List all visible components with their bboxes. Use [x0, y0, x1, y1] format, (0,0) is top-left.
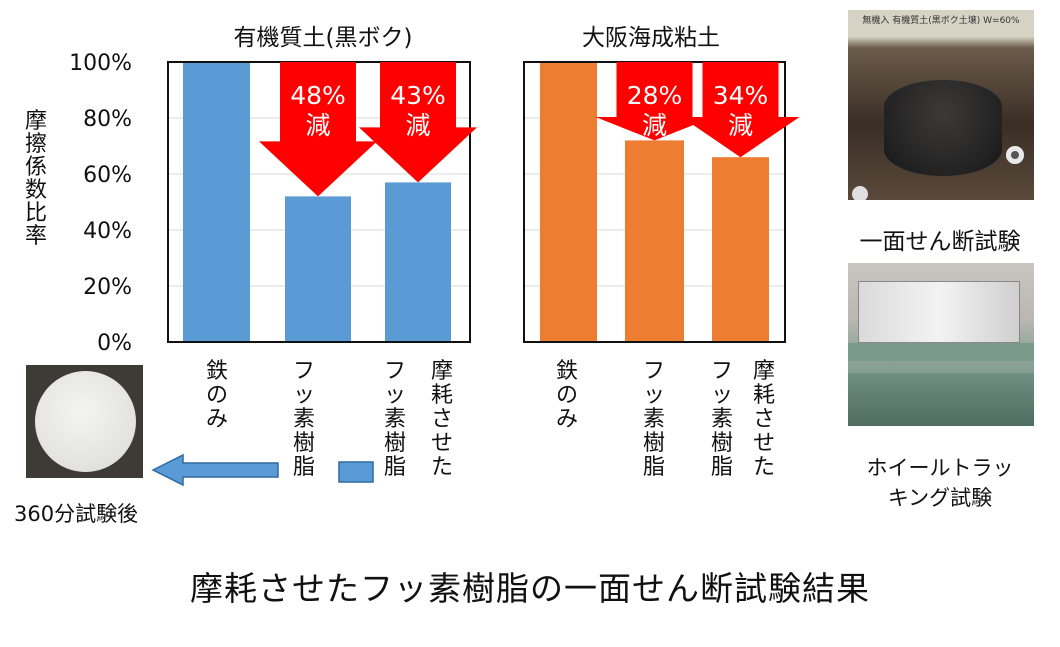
wheel-tracking-photo [848, 263, 1034, 426]
specimen-caption: 360分試験後 [14, 502, 139, 526]
y-tick-label: 80% [83, 107, 132, 132]
y-tick-label: 0% [97, 331, 132, 356]
reduction-percent: 28% [627, 81, 683, 110]
reduction-label: 減 [405, 111, 430, 140]
chart-title: 有機質土(黒ボク) [234, 25, 413, 51]
bar [540, 62, 597, 342]
shear-sample-cylinder [884, 80, 1002, 176]
category-label-worn: 摩耗させた [752, 359, 775, 480]
shear-photo-text: 無機入 有機質土(黒ボク土壌) W=60% [862, 16, 1020, 26]
category-label-fluororesin: フッ素樹脂 [292, 359, 315, 480]
reduction-percent: 34% [713, 81, 769, 110]
category-label-fluororesin: フッ素樹脂 [642, 359, 665, 480]
y-tick-label: 60% [83, 163, 132, 188]
shear-test-photo: 無機入 有機質土(黒ボク土壌) W=60% [848, 10, 1034, 200]
bar [385, 182, 451, 342]
category-label-fluororesin: フッ素樹脂 [383, 359, 406, 480]
reduction-label: 減 [642, 111, 667, 140]
reduction-percent: 48% [290, 81, 346, 110]
category-label-iron-only: 鉄のみ [205, 359, 228, 432]
y-tick-label: 40% [83, 219, 132, 244]
wheel-machine-base [848, 373, 1034, 426]
reduction-arrow [259, 62, 377, 197]
reduction-arrow [359, 62, 477, 183]
shear-washer [1006, 146, 1024, 164]
y-tick-label: 100% [69, 51, 132, 76]
y-tick-label: 20% [83, 275, 132, 300]
main-title: 摩耗させたフッ素樹脂の一面せん断試験結果 [190, 569, 870, 608]
category-label-iron-only: 鉄のみ [555, 359, 578, 432]
shear-test-caption: 一面せん断試験 [859, 229, 1021, 255]
category-label-worn: 摩耗させた [430, 359, 453, 480]
specimen-photo [26, 365, 143, 478]
bar [285, 196, 351, 342]
y-axis-label: 摩擦係数比率 [24, 109, 47, 249]
reduction-label: 減 [305, 111, 330, 140]
reduction-label: 減 [728, 111, 753, 140]
blue-marker [338, 461, 374, 483]
bar [625, 140, 684, 342]
category-label-fluororesin: フッ素樹脂 [710, 359, 733, 480]
pointer-arrow [151, 453, 279, 487]
reduction-arrow [681, 62, 800, 158]
wheel-machine-frame [858, 281, 1020, 343]
wheel-tracking-caption-1: ホイールトラッ [866, 456, 1014, 480]
reduction-percent: 43% [390, 81, 446, 110]
wheel-machine-rail [848, 343, 1034, 361]
shear-washer [852, 186, 868, 200]
chart-title: 大阪海成粘土 [582, 25, 720, 51]
wheel-tracking-caption-2: キング試験 [887, 486, 993, 510]
reduction-arrow [595, 62, 714, 141]
specimen-disc [35, 371, 136, 472]
bar [183, 62, 250, 342]
bar [712, 157, 769, 342]
